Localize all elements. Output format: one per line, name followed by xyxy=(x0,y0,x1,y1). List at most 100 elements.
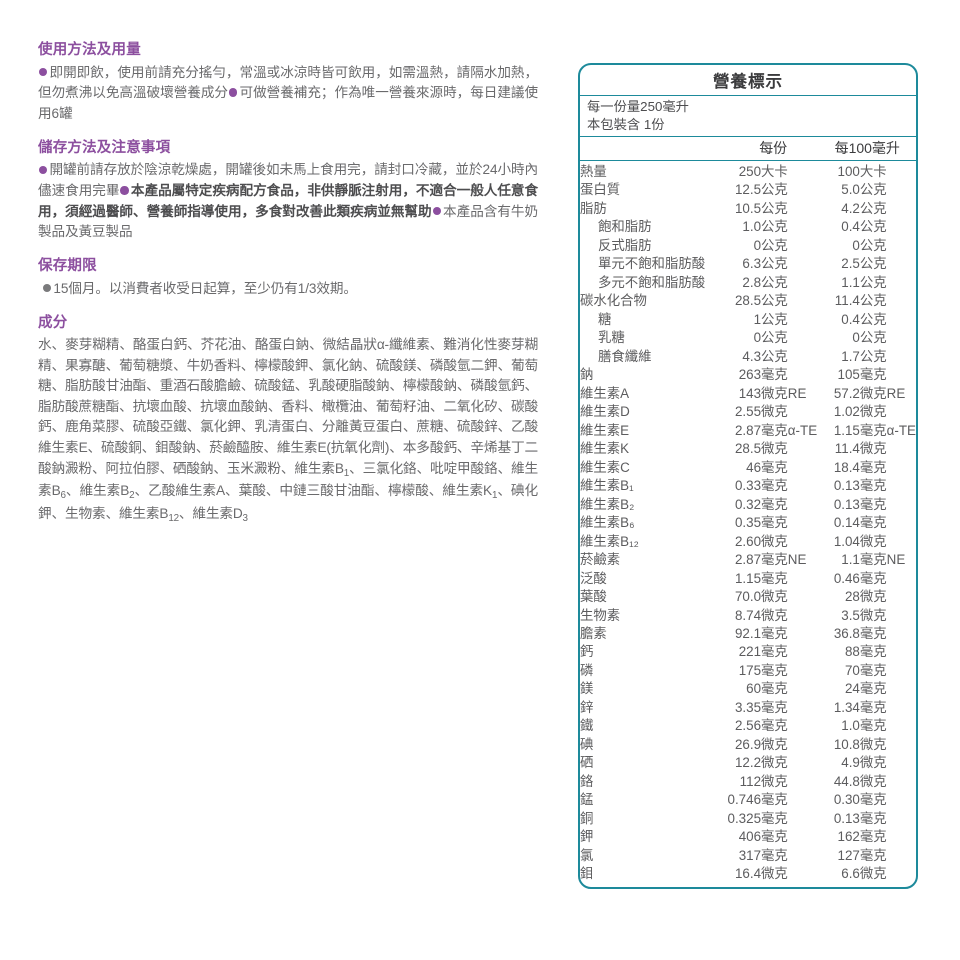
per-100ml-unit: 毫克 xyxy=(859,570,887,586)
per-100ml-value: 0.4 xyxy=(841,311,860,327)
nutrition-row: 維生素B₁ 0.33 毫克 0.13 毫克 xyxy=(580,477,916,495)
nutrition-row: 銅 0.325 毫克 0.13 毫克 xyxy=(580,810,916,828)
nutrition-row: 碘 26.9 微克 10.8 微克 xyxy=(580,736,916,754)
per-100ml-value: 1.1 xyxy=(841,552,860,568)
per-100ml-unit: 毫克 xyxy=(859,792,887,808)
per-100ml-unit: 毫克 xyxy=(859,496,887,512)
per-100ml-unit: 微克 xyxy=(859,441,887,457)
per-100ml-unit: 微克 xyxy=(859,533,887,549)
nutrition-row: 鈉 263 毫克 105 毫克 xyxy=(580,366,916,384)
per-100ml-unit: 毫克 xyxy=(859,626,887,641)
per-100ml-unit: 微克 xyxy=(859,607,887,623)
per-100ml-unit: 毫克 xyxy=(859,810,887,826)
per-serving-value: 26.9 xyxy=(734,736,762,752)
per-100ml-value: 70 xyxy=(844,662,860,678)
nutrition-row: 蛋白質 12.5 公克 5.0 公克 xyxy=(580,181,916,199)
nutrition-row: 多元不飽和脂肪酸 2.8 公克 1.1 公克 xyxy=(580,274,916,292)
per-serving-unit: 毫克 xyxy=(761,644,788,660)
per-serving-value: 28.5 xyxy=(734,293,762,309)
per-serving-value: 4.3 xyxy=(742,348,762,364)
per-serving-unit: 公克 xyxy=(761,348,788,364)
nutrient-name: 氯 xyxy=(580,847,594,863)
per-100ml-unit: 微克 xyxy=(859,736,887,752)
per-serving-value: 1.15 xyxy=(734,570,762,586)
per-100ml-value: 1.0 xyxy=(841,718,860,734)
nutrition-row: 鉬 16.4 微克 6.6 微克 xyxy=(580,865,916,883)
per-serving-unit: 公克 xyxy=(761,200,788,216)
nutrition-row: 維生素A 143 微克RE 57.2 微克RE xyxy=(580,384,916,402)
per-100ml-unit: 公克 xyxy=(859,330,887,346)
per-serving-value: 406 xyxy=(738,829,762,845)
per-serving-value: 3.35 xyxy=(734,699,762,715)
nutrition-row: 熱量 250 大卡 100 大卡 xyxy=(580,163,916,181)
per-serving-unit: 微克 xyxy=(761,607,788,623)
per-serving-unit: 公克 xyxy=(761,182,788,198)
per-100ml-value: 28 xyxy=(844,589,860,605)
nutrition-row: 維生素D 2.55 微克 1.02 微克 xyxy=(580,403,916,421)
per-serving-unit: 公克 xyxy=(761,293,788,309)
per-serving-unit: 微克RE xyxy=(761,385,807,401)
per-100ml-value: 162 xyxy=(837,829,860,845)
per-serving-unit: 微克 xyxy=(761,533,788,549)
nutrition-row: 維生素B₂ 0.32 毫克 0.13 毫克 xyxy=(580,495,916,513)
per-100ml-value: 1.02 xyxy=(833,404,860,420)
section-usage: 使用方法及用量 即開即飲，使用前請充分搖勻，常溫或冰涼時皆可飲用，如需溫熱，請隔… xyxy=(38,40,538,125)
nutrition-row: 鋅 3.35 毫克 1.34 毫克 xyxy=(580,699,916,717)
nutrition-row: 泛酸 1.15 毫克 0.46 毫克 xyxy=(580,569,916,587)
per-100ml-value: 1.15 xyxy=(833,422,860,438)
per-100ml-value: 88 xyxy=(844,644,860,660)
per-serving-value: 92.1 xyxy=(734,626,762,641)
nutrition-row: 糖 1 公克 0.4 公克 xyxy=(580,310,916,328)
per-serving-unit: 大卡 xyxy=(761,163,788,179)
per-100ml-value: 4.2 xyxy=(841,200,860,216)
per-serving-value: 0.32 xyxy=(734,496,762,512)
per-serving-value: 1 xyxy=(753,311,762,327)
per-serving-value: 0 xyxy=(753,330,762,346)
nutrition-row: 維生素B₁₂ 2.60 微克 1.04 微克 xyxy=(580,532,916,550)
per-serving-value: 263 xyxy=(738,367,762,383)
nutrient-name: 飽和脂肪 xyxy=(598,219,652,235)
per-100ml-value: 11.4 xyxy=(834,293,860,309)
nutrition-row: 鐵 2.56 毫克 1.0 毫克 xyxy=(580,717,916,735)
nutrient-name: 維生素B₁₂ xyxy=(580,533,639,549)
per-serving-value: 317 xyxy=(738,847,762,863)
per-100ml-value: 4.9 xyxy=(841,755,860,771)
per-100ml-value: 0.30 xyxy=(833,792,860,808)
nutrition-row: 鉻 112 微克 44.8 微克 xyxy=(580,773,916,791)
per-serving-unit: 毫克 xyxy=(761,810,788,826)
section-ingredients-title: 成分 xyxy=(38,314,68,331)
per-serving-value: 0 xyxy=(753,237,762,253)
per-100ml-value: 0 xyxy=(852,330,860,346)
per-serving-value: 2.87 xyxy=(734,552,762,568)
nutrient-name: 反式脂肪 xyxy=(598,237,652,253)
nutrient-name: 碳水化合物 xyxy=(580,293,647,309)
per-serving-unit: 毫克 xyxy=(761,459,788,475)
per-serving-value: 2.8 xyxy=(742,274,762,290)
column-header-nutrient xyxy=(580,138,728,158)
column-header-per-serving: 每份 xyxy=(759,140,788,157)
nutrition-row: 膳食纖維 4.3 公克 1.7 公克 xyxy=(580,347,916,365)
nutrition-row: 單元不飽和脂肪酸 6.3 公克 2.5 公克 xyxy=(580,255,916,273)
nutrient-name: 蛋白質 xyxy=(580,182,621,198)
per-100ml-unit: 毫克 xyxy=(859,478,887,494)
per-serving-unit: 微克 xyxy=(761,866,788,882)
section-storage: 儲存方法及注意事項 開罐前請存放於陰涼乾燥處，開罐後如未馬上食用完，請封口冷藏，… xyxy=(38,138,538,243)
per-serving-value: 0.33 xyxy=(734,478,762,494)
nutrient-name: 膽素 xyxy=(580,626,607,641)
per-serving-unit: 微克 xyxy=(761,441,788,457)
nutrient-name: 單元不飽和脂肪酸 xyxy=(598,256,706,272)
per-serving-unit: 公克 xyxy=(761,274,788,290)
nutrition-row: 氯 317 毫克 127 毫克 xyxy=(580,847,916,865)
per-serving-unit: 微克 xyxy=(761,404,788,420)
per-serving-unit: 公克 xyxy=(761,237,788,253)
per-serving-value: 175 xyxy=(738,662,762,678)
nutrient-name: 葉酸 xyxy=(580,589,607,605)
section-usage-body: 即開即飲，使用前請充分搖勻，常溫或冰涼時皆可飲用，如需溫熱，請隔水加熱，但勿煮沸… xyxy=(38,64,538,122)
nutrient-name: 維生素B₂ xyxy=(580,496,635,512)
per-serving-unit: 毫克α-TE xyxy=(761,422,818,438)
per-100ml-unit: 公克 xyxy=(859,348,887,364)
nutrition-row: 葉酸 70.0 微克 28 微克 xyxy=(580,588,916,606)
per-serving-unit: 毫克 xyxy=(761,626,788,641)
nutrition-row: 維生素C 46 毫克 18.4 毫克 xyxy=(580,458,916,476)
per-serving-value: 2.55 xyxy=(734,404,762,420)
